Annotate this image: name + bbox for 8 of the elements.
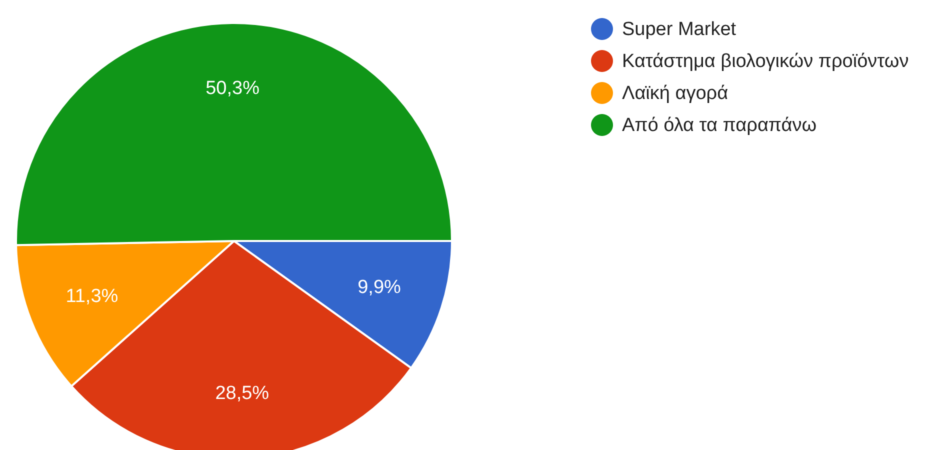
legend-label: Κατάστημα βιολογικών προϊόντων <box>622 50 909 74</box>
data-label: 50,3% <box>206 78 260 99</box>
legend-label: Super Market <box>622 18 736 42</box>
legend-label: Λαϊκή αγορά <box>622 82 728 106</box>
data-label: 28,5% <box>215 382 270 404</box>
data-label: 9,9% <box>358 277 402 298</box>
data-label: 11,3% <box>66 286 118 308</box>
legend-label: Από όλα τα παραπάνω <box>622 114 817 138</box>
